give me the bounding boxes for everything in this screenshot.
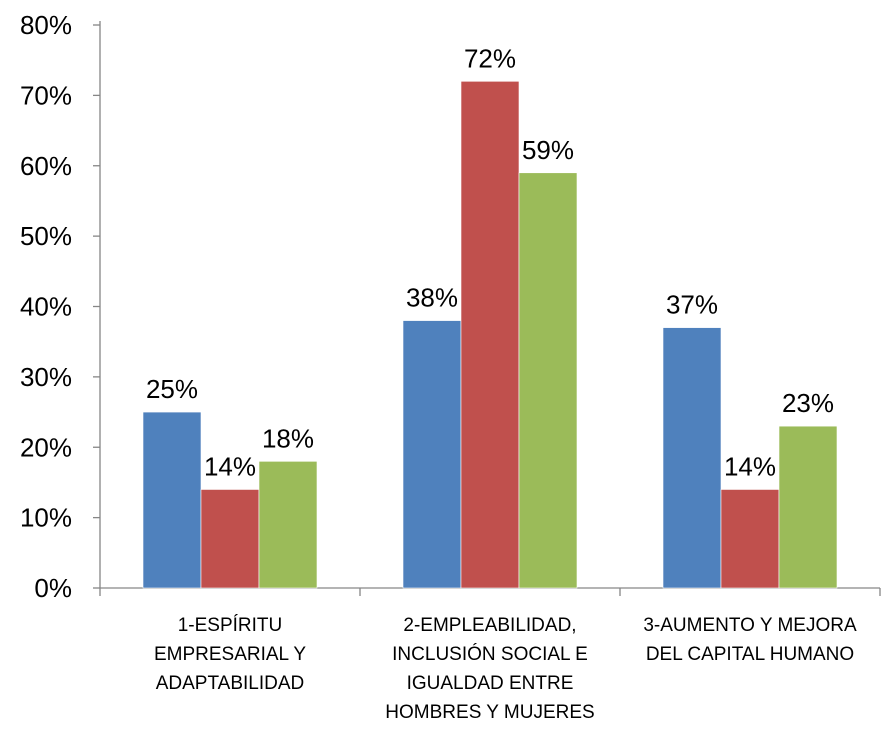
category-label: DEL CAPITAL HUMANO [646,644,854,665]
category-labels: 1-ESPÍRITU EMPRESARIAL Y ADAPTABILIDAD 2-EM… [154,615,857,723]
y-tick-label: 70% [20,80,72,110]
x-axis [99,587,881,596]
y-tick-label: 80% [20,10,72,40]
category-label: 2-EMPLEABILIDAD, [403,615,576,636]
bar [778,425,838,589]
category-label: EMPRESARIAL Y [154,644,306,665]
data-label: 37% [666,290,718,320]
data-label: 59% [522,135,574,165]
y-tick-label: 50% [20,221,72,251]
data-label: 72% [464,43,516,73]
data-label: 14% [204,451,256,481]
y-tick-label: 30% [20,362,72,392]
category-label: ADAPTABILIDAD [156,673,305,694]
bar [518,172,578,589]
data-label: 18% [262,423,314,453]
y-tick-label: 60% [20,151,72,181]
y-axis: 0% 10% 20% 30% 40% 50% 60% 70% 80% [20,10,101,603]
y-tick-label: 10% [20,503,72,533]
bar [720,489,780,589]
bar [258,461,318,589]
bars [142,81,838,589]
bar [200,489,260,589]
data-label: 14% [724,451,776,481]
category-label: 1-ESPÍRITU [178,615,283,636]
y-tick-label: 20% [20,432,72,462]
bar [142,411,202,589]
bar [460,81,520,589]
bar [662,327,722,589]
data-label: 23% [782,388,834,418]
category-label: INCLUSIÓN SOCIAL E [392,643,588,665]
category-label: 3-AUMENTO Y MEJORA [643,615,857,636]
y-tick-label: 0% [34,573,72,603]
data-label: 25% [146,374,198,404]
bar [402,320,462,589]
category-label: HOMBRES Y MUJERES [385,702,594,723]
category-label: IGUALDAD ENTRE [407,673,574,694]
data-labels: 25%14%18%38%72%59%37%14%23% [146,43,834,481]
y-tick-label: 40% [20,292,72,322]
data-label: 38% [406,283,458,313]
